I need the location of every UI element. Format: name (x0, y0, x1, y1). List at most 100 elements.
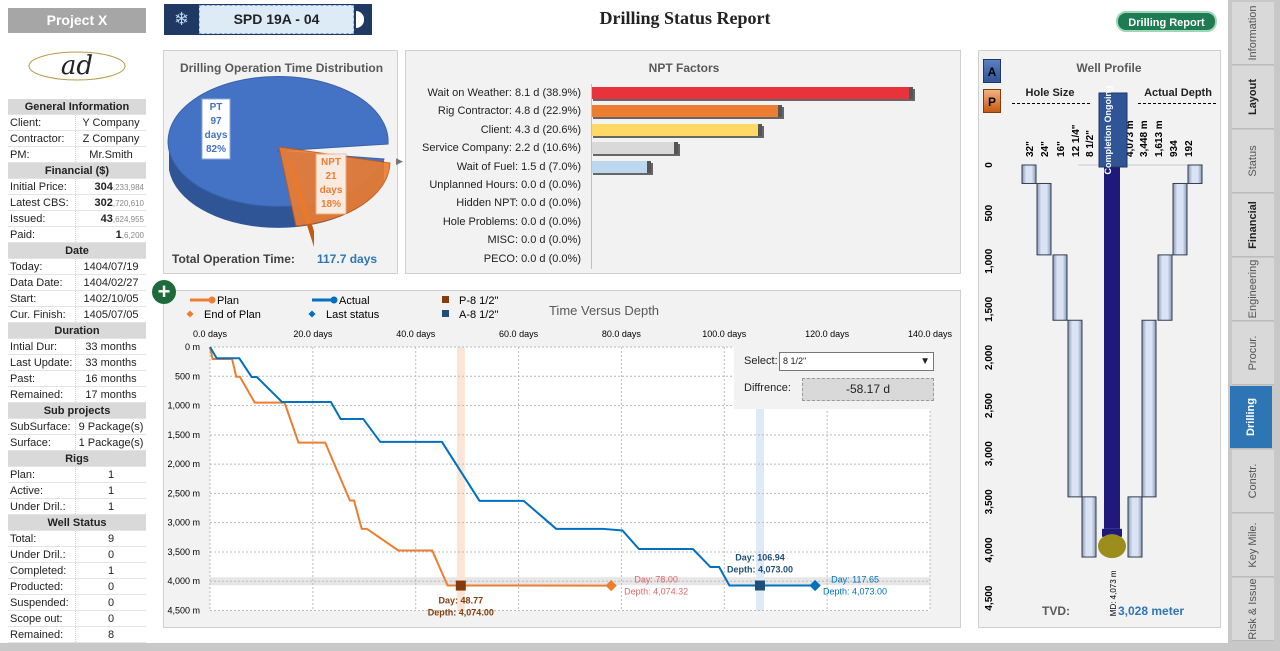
tab-information[interactable]: Information (1232, 2, 1274, 65)
npt-factor-row: Wait on Weather: 8.1 d (38.9%) (406, 84, 961, 102)
expand-arrow-icon[interactable]: ▶ (396, 156, 403, 166)
npt-factor-label: PECO: 0.0 d (0.0%) (483, 252, 581, 265)
casing-left (1067, 319, 1083, 498)
tab-constr-[interactable]: Constr. (1232, 450, 1274, 513)
npt-factor-label: Unplanned Hours: 0.0 d (0.0%) (429, 179, 581, 191)
marker-day-label: Day: 117.65 (831, 574, 879, 584)
svg-text:ad: ad (61, 51, 93, 81)
depth-tick-label: 0 (984, 162, 995, 168)
y-tick-label: 2,500 m (167, 488, 200, 498)
marker-depth-label: Depth: 4,073.00 (823, 586, 887, 596)
tab-drilling[interactable]: Drilling (1230, 386, 1272, 449)
info-value: 1,6,200 (115, 229, 144, 241)
snowflake-icon[interactable]: ❄ (173, 9, 190, 29)
x-tick-label: 0.0 days (193, 329, 228, 339)
npt-factor-row: Hidden NPT: 0.0 d (0.0%) (406, 194, 961, 212)
casing-right (1187, 164, 1203, 184)
well-name[interactable]: SPD 19A - 04 (199, 5, 354, 34)
info-value: 1404/02/27 (83, 277, 139, 289)
section-header: Date (8, 243, 146, 259)
info-value: 17 months (85, 389, 137, 401)
info-value: 43,624,955 (100, 213, 144, 225)
pt-label: PT 97 days 82% (204, 102, 228, 155)
tvd-value: 3,028 meter (1118, 604, 1185, 618)
legend-label: Actual (339, 295, 370, 307)
tvd-label: TVD: (1042, 604, 1070, 618)
actual-depth-value: 3,448 m (1139, 120, 1150, 157)
compare-box: Select: 8 1/2" ▼ Diffrence: -58.17 d (734, 345, 939, 409)
casing-left (1052, 254, 1068, 321)
casing-right (1172, 182, 1188, 256)
casing-left (1036, 182, 1052, 256)
drill-bit-icon (1098, 534, 1126, 559)
actual-toggle-button[interactable]: A (983, 59, 1001, 83)
actual-depth-value: 192 (1184, 140, 1195, 157)
toggle-icon[interactable] (356, 11, 364, 28)
tab-key-mile-[interactable]: Key Mile. (1232, 514, 1274, 577)
info-value: 16 months (85, 373, 137, 385)
hole-size-select[interactable]: 8 1/2" ▼ (779, 352, 934, 371)
marker-day-label: Day: 78.00 (634, 575, 678, 585)
well-selector[interactable]: ❄ SPD 19A - 04 (164, 4, 372, 35)
plan-toggle-button[interactable]: P (983, 89, 1001, 113)
npt-label-box (315, 153, 347, 215)
info-key: Active: (8, 483, 76, 498)
info-key: Past: (8, 371, 76, 386)
info-key: Surface: (8, 435, 76, 450)
info-value: 1 (107, 485, 115, 497)
info-key: Remained: (8, 387, 76, 402)
hole-size-label: 24" (1040, 141, 1051, 157)
y-tick-label: 1,500 m (167, 430, 200, 440)
tab-status[interactable]: Status (1232, 130, 1274, 193)
npt-factor-bar (591, 160, 651, 173)
tab-layout[interactable]: Layout (1232, 66, 1274, 129)
info-key: Plan: (8, 467, 76, 482)
npt-factor-label: Hidden NPT: 0.0 d (0.0%) (456, 197, 581, 210)
actual-marker-band (755, 347, 764, 611)
hole-size-label: 16" (1056, 141, 1067, 157)
npt-factor-label: Wait on Weather: 8.1 d (38.9%) (427, 87, 581, 99)
y-tick-label: 0 m (185, 342, 200, 352)
tab-procur-[interactable]: Procur. (1232, 322, 1274, 385)
tab-risk-issue[interactable]: Risk & Issue (1232, 578, 1274, 641)
hole-size-label: 12 1/4" (1071, 124, 1082, 157)
y-tick-label: 4,000 m (167, 576, 200, 586)
x-tick-label: 40.0 days (396, 329, 436, 339)
drilling-report-button[interactable]: Drilling Report (1116, 11, 1217, 32)
info-row: Last Update: 33 months (8, 355, 146, 371)
y-tick-label: 2,000 m (167, 459, 200, 469)
info-key: Last Update: (8, 355, 76, 370)
npt-factor-row: MISC: 0.0 d (0.0%) (406, 231, 961, 249)
info-key: Client: (8, 115, 76, 130)
npt-factor-row: Unplanned Hours: 0.0 d (0.0%) (406, 176, 961, 194)
x-tick-label: 120.0 days (805, 329, 850, 339)
project-title: Project X (8, 8, 146, 33)
npt-label: NPT 21 days 18% (319, 157, 343, 210)
x-tick-label: 20.0 days (293, 329, 333, 339)
npt-factor-row: Wait of Fuel: 1.5 d (7.0%) (406, 158, 961, 176)
dropdown-arrow-icon: ▼ (920, 356, 930, 367)
depth-tick-label: 2,500 (984, 393, 995, 418)
pie-panel: Drilling Operation Time Distribution PT 9… (163, 50, 398, 274)
info-value: 1404/07/19 (83, 261, 139, 273)
legend-square-icon (442, 310, 449, 317)
npt-factor-bar (591, 142, 679, 155)
info-row: Under Dril.: 0 (8, 547, 146, 563)
npt-axis (591, 84, 592, 269)
tab-financial[interactable]: Financial (1232, 194, 1274, 257)
section-header: General Information (8, 99, 146, 115)
marker-depth-label: Depth: 4,074.32 (624, 587, 688, 597)
tab-engineering[interactable]: Engineering (1232, 258, 1274, 321)
info-row: Today: 1404/07/19 (8, 259, 146, 275)
marker-square (455, 580, 466, 591)
y-tick-label: 3,500 m (167, 547, 200, 557)
add-icon[interactable]: + (152, 280, 176, 304)
actual-depth-label: Actual Depth (1144, 87, 1212, 99)
marker-diamond (605, 579, 617, 592)
info-row: Past: 16 months (8, 371, 146, 387)
info-row: Plan: 1 (8, 467, 146, 483)
info-row: Completed: 1 (8, 563, 146, 579)
actual-depth-arrow (1138, 103, 1216, 104)
info-value: 1405/07/05 (83, 309, 139, 321)
depth-tick-label: 2,000 (984, 345, 995, 370)
